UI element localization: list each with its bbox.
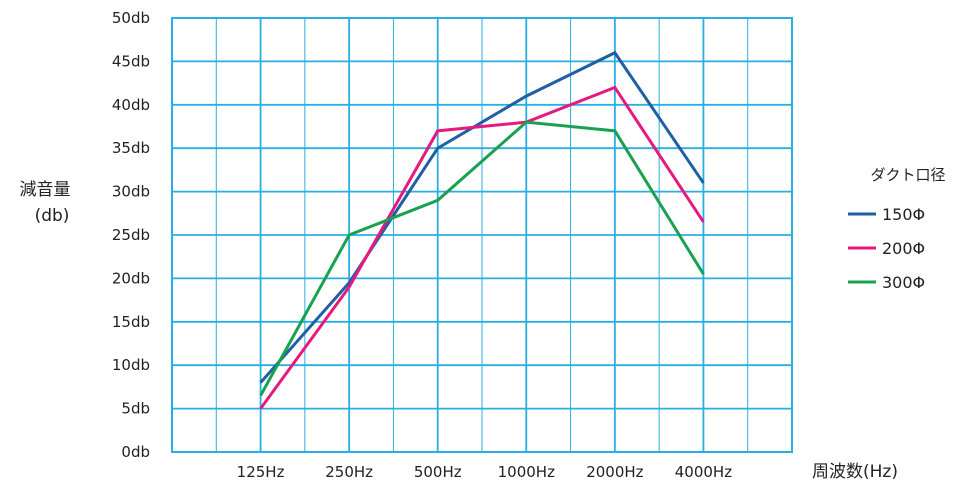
plot-frame (171, 17, 793, 453)
x-tick-label: 125Hz (237, 463, 285, 481)
y-tick-label: 45db (112, 52, 150, 70)
y-tick-label: 15db (112, 313, 150, 331)
y-tick-label: 35db (112, 139, 150, 157)
y-tick-label: 50db (112, 9, 150, 27)
x-tick-label: 4000Hz (675, 463, 732, 481)
y-axis-label-line2: (db) (35, 206, 70, 226)
y-axis-label-line1: 減音量 (20, 180, 71, 200)
series-line-150Φ (259, 50, 705, 384)
y-tick-label: 20db (112, 269, 150, 287)
x-tick-label: 2000Hz (586, 463, 643, 481)
x-tick-label: 1000Hz (498, 463, 555, 481)
y-tick-label: 30db (112, 183, 150, 201)
major-gridlines (172, 18, 792, 452)
legend: ダクト口径 150Φ 200Φ 300Φ (848, 166, 946, 292)
x-tick-label: 250Hz (325, 463, 373, 481)
legend-label: 150Φ (882, 205, 925, 224)
y-tick-label: 40db (112, 96, 150, 114)
series-line-200Φ (259, 85, 705, 410)
legend-title: ダクト口径 (870, 166, 945, 184)
series-layer (259, 50, 705, 410)
legend-label: 200Φ (882, 239, 925, 258)
x-axis-ticks: 125Hz 250Hz 500Hz 1000Hz 2000Hz 4000Hz (237, 463, 733, 481)
y-tick-label: 0db (121, 443, 150, 461)
y-axis-ticks: 0db 5db 10db 15db 20db 25db 30db 35db 40db 45db 50… (112, 9, 150, 461)
legend-label: 300Φ (882, 273, 925, 292)
x-tick-label: 500Hz (414, 463, 462, 481)
series-line-300Φ (259, 120, 705, 397)
y-tick-label: 25db (112, 226, 150, 244)
x-axis-label: 周波数(Hz) (812, 462, 898, 482)
y-tick-label: 10db (112, 356, 150, 374)
y-tick-label: 5db (121, 400, 150, 418)
